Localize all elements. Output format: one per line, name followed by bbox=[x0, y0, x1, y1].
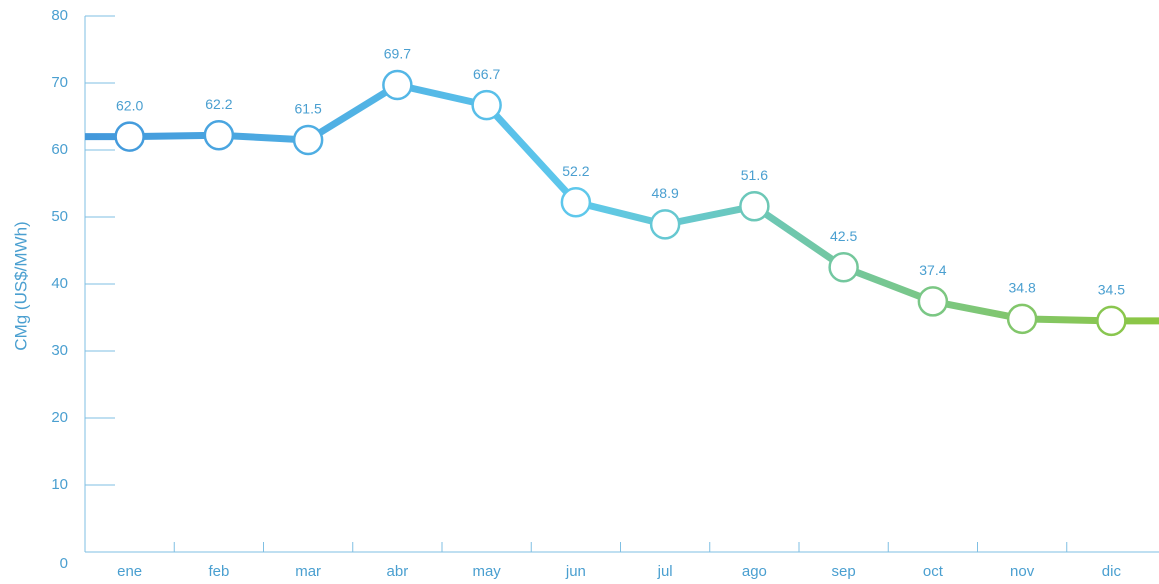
line bbox=[129, 81, 1112, 325]
x-tick-label: jul bbox=[657, 563, 673, 580]
y-axis-label: CMg (US$/MWh) bbox=[11, 221, 30, 350]
marker bbox=[828, 252, 859, 283]
data-label: 34.5 bbox=[1098, 282, 1125, 298]
marker bbox=[382, 69, 413, 101]
x-tick-label: ene bbox=[117, 563, 142, 580]
x-tick-label: jun bbox=[565, 563, 586, 580]
y-tick-label: 60 bbox=[51, 141, 68, 158]
marker bbox=[739, 191, 770, 222]
y-tick-label: 50 bbox=[51, 208, 68, 225]
marker bbox=[917, 286, 949, 317]
x-tick-label: feb bbox=[208, 563, 229, 580]
x-tick-label: may bbox=[472, 563, 501, 580]
data-label: 62.0 bbox=[116, 97, 143, 113]
y-tick-label: 30 bbox=[51, 342, 68, 359]
x-tick-label: sep bbox=[832, 563, 856, 580]
y-tick-label: 40 bbox=[51, 275, 68, 292]
marker bbox=[560, 187, 592, 218]
data-label: 69.7 bbox=[384, 46, 411, 62]
data-label: 61.5 bbox=[295, 101, 322, 117]
y-tick-label: 10 bbox=[51, 476, 68, 493]
marker bbox=[649, 209, 681, 240]
x-tick-label: dic bbox=[1102, 563, 1122, 580]
marker bbox=[471, 89, 502, 121]
marker bbox=[203, 120, 235, 151]
x-tick-label: abr bbox=[387, 563, 409, 580]
marker bbox=[1096, 305, 1127, 337]
x-tick-label: ago bbox=[742, 563, 767, 580]
x-tick-label: mar bbox=[295, 563, 321, 580]
y-tick-label: 0 bbox=[60, 555, 68, 572]
y-tick-label: 80 bbox=[51, 7, 68, 24]
y-tick-label: 70 bbox=[51, 74, 68, 91]
x-tick-label: nov bbox=[1010, 563, 1035, 580]
data-label: 42.5 bbox=[830, 228, 857, 244]
data-label: 62.2 bbox=[205, 96, 232, 112]
data-label: 52.2 bbox=[562, 163, 589, 179]
y-tick-label: 20 bbox=[51, 409, 68, 426]
data-label: 66.7 bbox=[473, 66, 500, 82]
x-tick-label: oct bbox=[923, 563, 944, 580]
data-label: 37.4 bbox=[919, 262, 946, 278]
data-label: 51.6 bbox=[741, 167, 768, 183]
data-label: 34.8 bbox=[1009, 280, 1036, 296]
marker bbox=[114, 121, 145, 152]
data-label: 48.9 bbox=[652, 185, 679, 201]
marker bbox=[292, 124, 324, 156]
marker bbox=[1006, 303, 1038, 335]
